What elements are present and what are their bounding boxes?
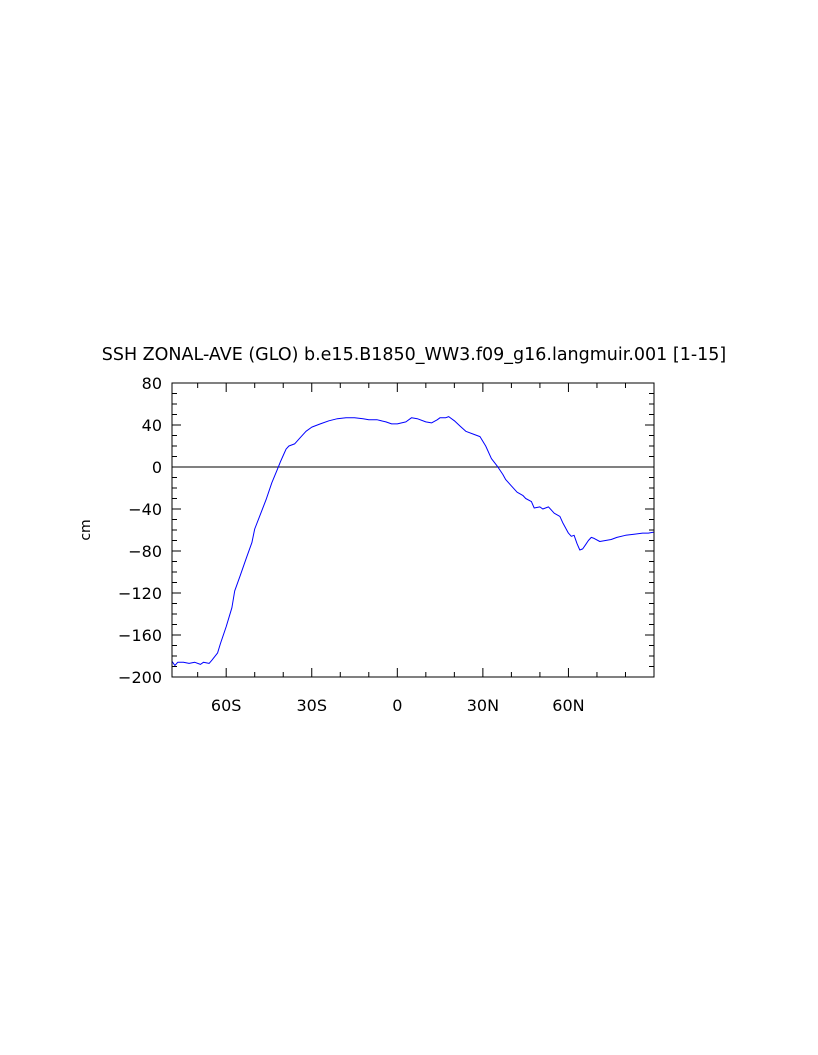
- y-tick-label: 80: [142, 374, 162, 393]
- plot-area: 80 40 0 −40 −80 −120 −160 −200 60S 30S 0 30N 60N: [118, 374, 655, 715]
- x-tick-label: 0: [392, 696, 402, 715]
- y-tick-label: 40: [142, 416, 162, 435]
- x-tick-label: 60S: [211, 696, 242, 715]
- y-tick-label: −80: [128, 542, 162, 561]
- plot-frame: [171, 382, 655, 678]
- y-tick-label: −160: [118, 626, 162, 645]
- series-line-0: [171, 416, 655, 666]
- y-axis-label: cm: [78, 519, 94, 540]
- x-tick-label: 30N: [467, 696, 499, 715]
- y-tick-label: −120: [118, 584, 162, 603]
- chart-title: SSH ZONAL-AVE (GLO) b.e15.B1850_WW3.f09_…: [102, 345, 727, 365]
- y-tick-label: −40: [128, 500, 162, 519]
- x-tick-label: 30S: [296, 696, 327, 715]
- x-tick-label: 60N: [552, 696, 584, 715]
- y-tick-label: 0: [152, 458, 162, 477]
- y-tick-label: −200: [118, 668, 162, 687]
